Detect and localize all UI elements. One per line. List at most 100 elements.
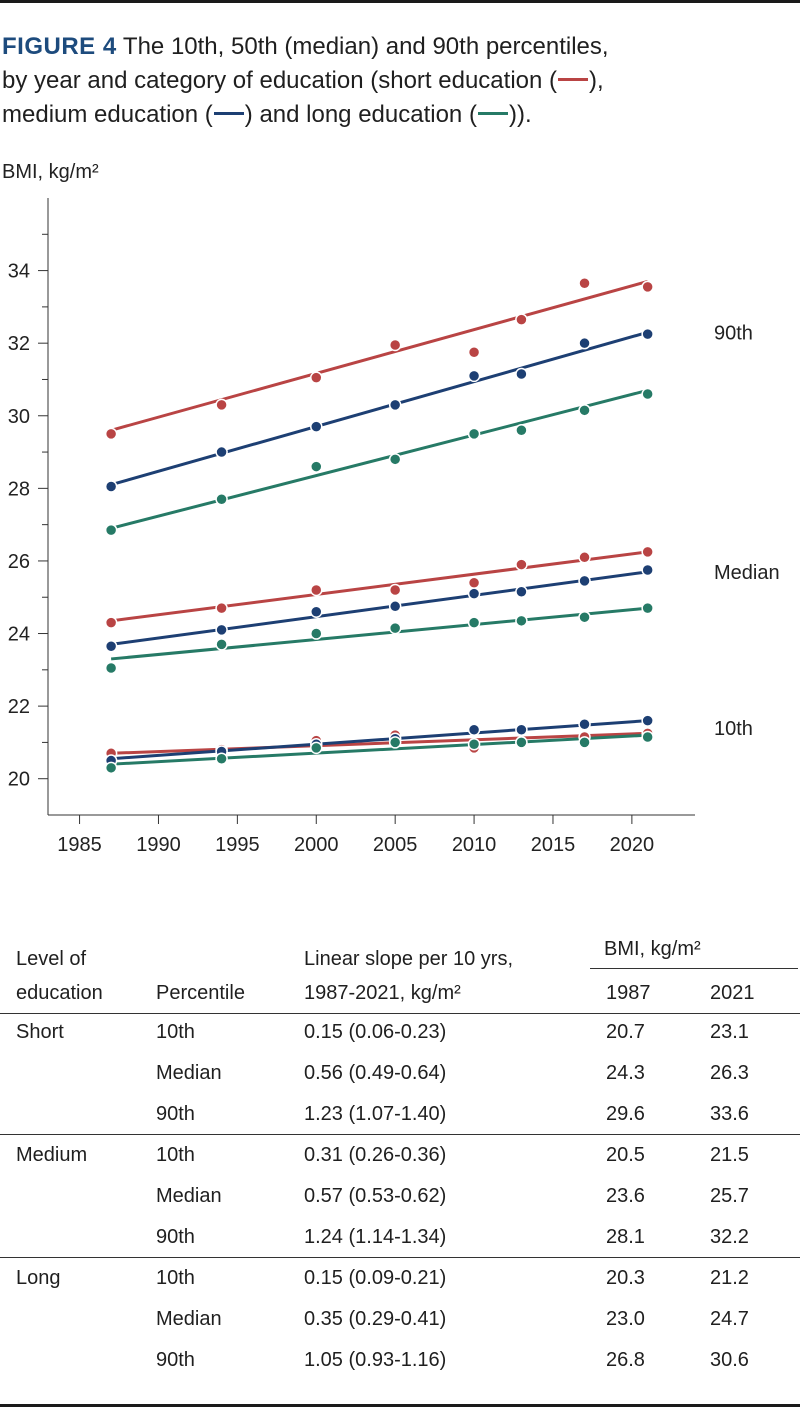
data-point-long-90th — [467, 427, 481, 441]
x-tick-label: 1985 — [57, 834, 102, 856]
cell-slope: 0.15 (0.09-0.21) — [304, 1267, 447, 1289]
data-point-short-90th — [388, 338, 402, 352]
header-bmi: BMI, kg/m² — [604, 938, 701, 960]
data-point-short-median — [104, 616, 118, 629]
percentile-label: Median — [714, 562, 780, 584]
caption-line-3: medium education () and long education (… — [2, 98, 792, 132]
header-2021: 2021 — [710, 982, 755, 1004]
data-point-long-90th — [515, 424, 528, 437]
cell-slope: 1.23 (1.07-1.40) — [304, 1103, 447, 1125]
cell-bmi-1987: 24.3 — [606, 1062, 645, 1084]
data-point-medium-median — [388, 600, 402, 613]
data-point-medium-median — [515, 585, 528, 599]
cell-bmi-2021: 30.6 — [710, 1349, 749, 1371]
data-point-medium-90th — [578, 336, 591, 350]
data-point-medium-90th — [104, 480, 118, 493]
data-point-short-median — [578, 551, 591, 564]
cell-bmi-2021: 25.7 — [710, 1185, 749, 1207]
x-tick-label: 1995 — [215, 834, 260, 856]
data-point-short-90th — [515, 313, 528, 326]
data-point-long-median — [578, 610, 591, 624]
cell-bmi-1987: 26.8 — [606, 1349, 645, 1371]
x-tick-label: 2005 — [373, 834, 418, 856]
data-point-long-10th — [310, 741, 323, 755]
data-point-medium-median — [578, 574, 591, 588]
data-point-medium-90th — [467, 369, 481, 383]
data-point-long-10th — [578, 736, 591, 749]
caption-text-3a: medium education ( — [2, 101, 213, 128]
cell-bmi-2021: 21.5 — [710, 1144, 749, 1166]
data-point-long-90th — [215, 492, 228, 506]
data-point-medium-90th — [215, 445, 228, 459]
trend-line-short-10th — [111, 731, 648, 755]
data-point-long-10th — [515, 736, 528, 749]
data-point-long-median — [310, 627, 323, 640]
x-tick-label: 1990 — [136, 834, 181, 856]
cell-slope: 0.15 (0.06-0.23) — [304, 1021, 447, 1043]
data-point-medium-median — [215, 623, 228, 637]
trend-line-short-median — [110, 550, 648, 623]
cell-bmi-1987: 23.0 — [606, 1308, 645, 1330]
header-slope-2: 1987-2021, kg/m² — [304, 982, 461, 1004]
data-point-short-median — [388, 583, 402, 597]
cell-bmi-2021: 26.3 — [710, 1062, 749, 1084]
header-percentile: Percentile — [156, 982, 245, 1004]
cell-bmi-2021: 33.6 — [710, 1103, 749, 1125]
data-point-long-90th — [104, 523, 118, 537]
y-tick-label: 20 — [8, 769, 30, 791]
cell-percentile: 90th — [156, 1103, 195, 1125]
cell-bmi-2021: 24.7 — [710, 1308, 749, 1330]
cell-percentile: Median — [156, 1185, 222, 1207]
data-point-long-10th — [388, 736, 402, 749]
caption-text-1: The 10th, 50th (median) and 90th percent… — [122, 33, 609, 60]
header-level-2: education — [16, 982, 103, 1004]
bottom-rule — [0, 1404, 800, 1407]
header-1987: 1987 — [606, 982, 651, 1004]
trend-line-long-10th — [111, 733, 648, 766]
data-point-long-median — [104, 661, 118, 675]
cell-bmi-1987: 20.3 — [606, 1267, 645, 1289]
header-slope-1: Linear slope per 10 yrs, — [304, 948, 514, 970]
data-point-long-90th — [310, 460, 323, 473]
cell-percentile: 10th — [156, 1021, 195, 1043]
data-point-medium-median — [641, 563, 654, 577]
cell-bmi-2021: 21.2 — [710, 1267, 749, 1289]
data-point-long-10th — [215, 752, 228, 765]
data-point-short-90th — [104, 427, 118, 441]
trend-line-long-median — [110, 606, 648, 661]
x-tick-label: 2020 — [610, 834, 655, 856]
data-point-medium-90th — [641, 327, 654, 341]
cell-level: Medium — [16, 1144, 88, 1166]
header-level-1: Level of — [16, 948, 87, 970]
data-point-short-90th — [467, 346, 481, 359]
cell-bmi-1987: 23.6 — [606, 1185, 645, 1207]
data-point-long-median — [388, 621, 402, 635]
y-tick-label: 28 — [8, 478, 30, 500]
x-tick-label: 2000 — [294, 834, 339, 856]
figure-label: FIGURE 4 — [2, 33, 117, 60]
data-point-medium-10th — [641, 714, 654, 727]
trend-line-medium-median — [110, 570, 648, 646]
trend-line-medium-90th — [110, 330, 649, 487]
cell-percentile: Median — [156, 1308, 222, 1330]
figure-caption: FIGURE 4 The 10th, 50th (median) and 90t… — [2, 30, 792, 132]
caption-text-2a: by year and category of education (short… — [2, 67, 557, 94]
data-point-medium-90th — [388, 398, 402, 412]
cell-slope: 1.05 (0.93-1.16) — [304, 1349, 447, 1371]
caption-text-2b: ), — [589, 67, 604, 94]
cell-level: Long — [16, 1267, 61, 1289]
x-tick-label: 2015 — [531, 834, 576, 856]
cell-percentile: 90th — [156, 1349, 195, 1371]
data-point-short-median — [641, 545, 654, 559]
data-point-long-10th — [467, 737, 481, 751]
bmi-header-rule — [590, 968, 798, 969]
data-point-long-90th — [641, 387, 654, 401]
top-rule — [0, 0, 800, 3]
data-point-short-90th — [310, 371, 323, 384]
cell-slope: 1.24 (1.14-1.34) — [304, 1226, 447, 1248]
cell-bmi-1987: 20.7 — [606, 1021, 645, 1043]
y-tick-label: 30 — [8, 406, 30, 428]
medium-education-swatch — [213, 112, 244, 116]
data-point-long-10th — [104, 761, 118, 775]
cell-slope: 0.35 (0.29-0.41) — [304, 1308, 447, 1330]
